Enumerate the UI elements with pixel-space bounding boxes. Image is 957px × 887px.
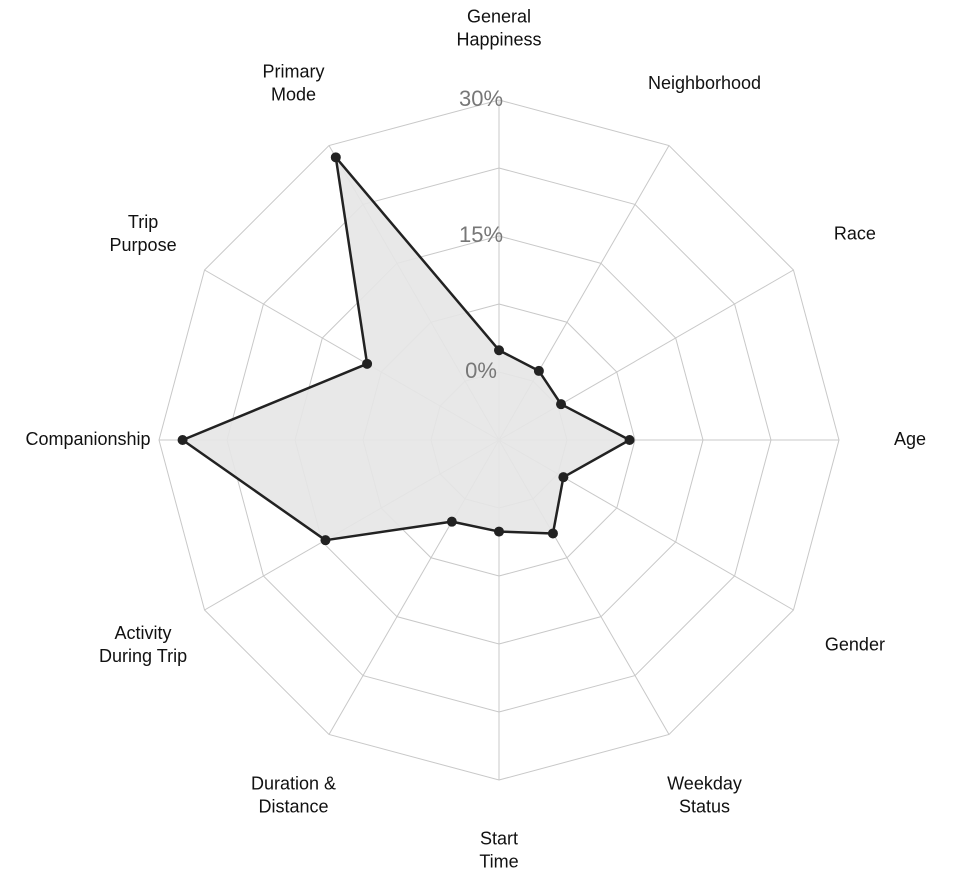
axis-label: Age — [894, 429, 926, 449]
data-point — [556, 399, 567, 410]
axis-label-line: Activity — [115, 623, 172, 643]
data-point — [494, 526, 504, 537]
axis-label-line: Race — [834, 223, 876, 243]
axis-label-line: Distance — [258, 796, 328, 816]
axis-label: Gender — [825, 634, 885, 654]
axis-label-line: Age — [894, 429, 926, 449]
axis-label-line: Primary — [263, 61, 325, 81]
y-tick-label: 30% — [459, 86, 503, 111]
axis-label-line: Time — [479, 851, 518, 871]
axis-label: Companionship — [25, 429, 150, 449]
axis-label-line: Mode — [271, 84, 316, 104]
data-point — [446, 516, 457, 527]
axis-label-line: Gender — [825, 634, 885, 654]
axis-label-line: Status — [679, 796, 730, 816]
data-point — [330, 152, 341, 163]
axis-label-line: Duration & — [251, 773, 336, 793]
data-point — [320, 535, 331, 546]
axis-label: Weekday Status — [667, 773, 742, 816]
y-tick-label: 0% — [465, 358, 497, 383]
axis-label-line: Purpose — [110, 235, 177, 255]
axis-label-line: General — [467, 6, 531, 26]
axis-label: Trip Purpose — [110, 212, 177, 255]
axis-label-line: During Trip — [99, 646, 187, 666]
data-point — [558, 472, 569, 483]
axis-label-line: Companionship — [25, 429, 150, 449]
axis-label: Race — [834, 223, 876, 243]
axis-label-line: Start — [480, 828, 518, 848]
axis-label: Activity During Trip — [99, 623, 187, 666]
axis-label-line: Trip — [128, 212, 158, 232]
axis-label: Primary Mode — [263, 61, 325, 104]
data-point — [362, 358, 373, 369]
data-point — [494, 345, 504, 356]
axis-label: General Happiness — [456, 6, 541, 49]
axis-label: Neighborhood — [648, 73, 761, 93]
data-point — [177, 435, 188, 445]
axis-label-line: Happiness — [456, 29, 541, 49]
axis-label: Duration & Distance — [251, 773, 336, 816]
axis-label-line: Weekday — [667, 773, 742, 793]
data-point — [547, 528, 558, 539]
axis-label-line: Neighborhood — [648, 73, 761, 93]
axis-label: Start Time — [479, 828, 518, 871]
data-area — [181, 156, 631, 542]
data-point — [533, 365, 544, 376]
y-tick-label: 15% — [459, 222, 503, 247]
data-point — [624, 435, 635, 445]
